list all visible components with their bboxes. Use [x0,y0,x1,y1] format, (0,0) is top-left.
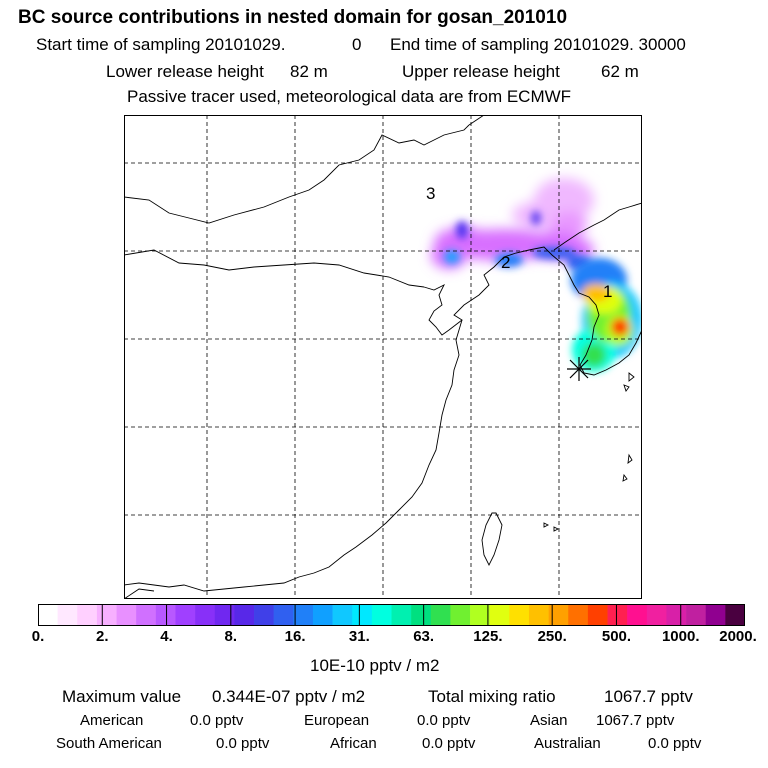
lower-release-label: Lower release height [106,62,264,81]
colorbar-cell [293,604,314,626]
colorbar-tick-label: 16. [284,628,306,645]
max-value: 0.344E-07 pptv / m2 [212,687,366,706]
region-african-label: African [330,735,377,752]
end-time-label: End time of sampling 20101029. 30000 [390,35,686,54]
colorbar-cell [57,604,78,626]
colorbar-cell [332,604,353,626]
colorbar-units: 10E-10 pptv / m2 [310,656,440,675]
map-panel: 3 2 1 [124,115,642,599]
star-icon [567,357,591,381]
colorbar-tick-label: 500. [601,628,632,645]
colorbar-cell [646,604,667,626]
colorbar-tick-label: 1000. [661,628,700,645]
colorbar-cell [587,604,608,626]
colorbar-cell [116,604,137,626]
colorbar-cell [725,604,745,626]
colorbar-cell [411,604,432,626]
start-time-value: 0 [352,35,362,54]
colorbar-cell [155,604,176,626]
colorbar-tick-label: 8. [224,628,238,645]
colorbar-cell [234,604,255,626]
lower-release-value: 82 m [290,62,328,81]
colorbar-cell [391,604,412,626]
colorbar-cell [38,604,58,626]
colorbar-cell [371,604,392,626]
total-mixing-value: 1067.7 pptv [604,687,693,706]
map-title: BC source contributions in nested domain… [18,7,568,28]
colorbar [38,604,745,626]
colorbar-cell [568,604,589,626]
total-mixing-label: Total mixing ratio [428,687,556,706]
colorbar-cell [77,604,98,626]
map-frame [124,115,642,599]
colorbar-cell [489,604,510,626]
colorbar-cell [470,604,490,626]
region-asian-value: 1067.7 pptv [596,712,675,729]
colorbar-cell [96,604,117,626]
upper-release-label: Upper release height [402,62,560,81]
tracer-note: Passive tracer used, meteorological data… [127,87,572,106]
colorbar-tick-label: 2000. [719,628,757,645]
start-time-label: Start time of sampling 20101029. [36,35,286,54]
lat-lon-grid [124,115,642,599]
colorbar-cell [607,604,628,626]
colorbar-cell [705,604,726,626]
colorbar-tick-label: 63. [413,628,435,645]
region-african-value: 0.0 pptv [422,735,476,752]
colorbar-cell [195,604,216,626]
max-value-label: Maximum value [62,687,182,706]
colorbar-tick-label: 125. [473,628,503,645]
region-australian-value: 0.0 pptv [648,735,702,752]
colorbar-tick-label: 4. [160,628,173,645]
colorbar-cell [214,604,235,626]
colorbar-cell [273,604,294,626]
coastlines [124,115,642,599]
source-label-2: 2 [501,253,510,272]
region-american-value: 0.0 pptv [190,712,244,729]
source-label-1: 1 [603,282,612,301]
colorbar-cell [175,604,196,626]
colorbar-cell [352,604,373,626]
colorbar-cell [548,604,569,626]
colorbar-cell [509,604,530,626]
concentration-plume [431,178,642,372]
colorbar-cell [528,604,549,626]
colorbar-cell [430,604,451,626]
colorbar-cell [254,604,274,626]
colorbar-cell [666,604,687,626]
upper-release-value: 62 m [601,62,639,81]
source-label-3: 3 [426,184,435,203]
colorbar-tick-label: 2. [96,628,109,645]
region-australian-label: Australian [534,735,601,752]
region-south-american-value: 0.0 pptv [216,735,270,752]
region-south-american-label: South American [56,735,162,752]
region-european-value: 0.0 pptv [417,712,471,729]
colorbar-cell [686,604,707,626]
colorbar-cell [627,604,648,626]
region-american-label: American [80,712,144,729]
region-asian-label: Asian [530,712,568,729]
colorbar-tick-label: 0. [31,628,45,645]
colorbar-tick-label: 31. [348,628,370,645]
colorbar-cell [450,604,471,626]
colorbar-cell [312,604,333,626]
colorbar-tick-label: 250. [537,628,567,645]
colorbar-cell [136,604,157,626]
region-european-label: European [304,712,370,729]
